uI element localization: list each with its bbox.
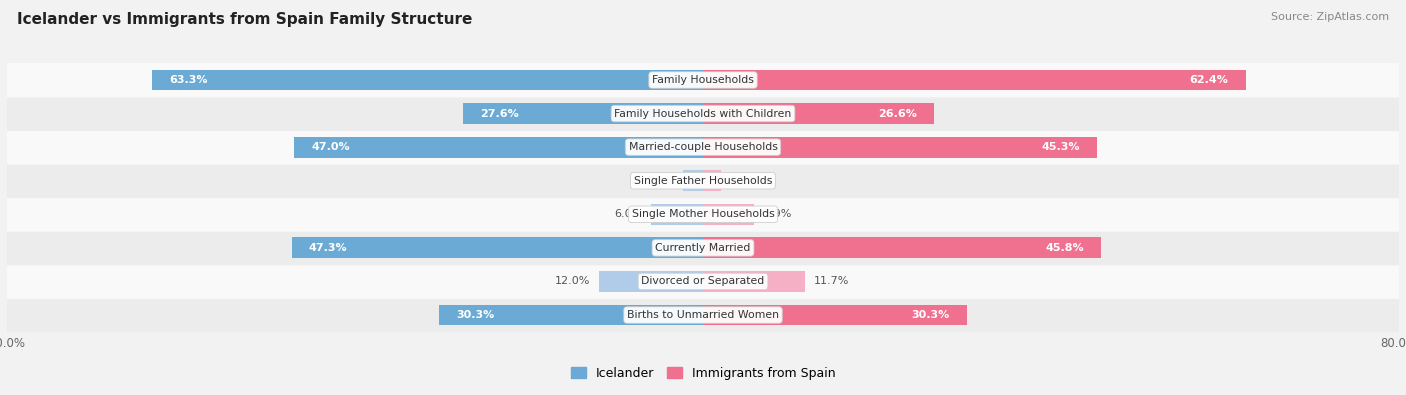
FancyBboxPatch shape bbox=[7, 197, 1399, 232]
FancyBboxPatch shape bbox=[7, 96, 1399, 131]
Text: Divorced or Separated: Divorced or Separated bbox=[641, 276, 765, 286]
Text: 30.3%: 30.3% bbox=[911, 310, 949, 320]
Text: 63.3%: 63.3% bbox=[170, 75, 208, 85]
Text: Married-couple Households: Married-couple Households bbox=[628, 142, 778, 152]
Text: 12.0%: 12.0% bbox=[554, 276, 591, 286]
Legend: Icelander, Immigrants from Spain: Icelander, Immigrants from Spain bbox=[565, 362, 841, 385]
Text: 45.3%: 45.3% bbox=[1042, 142, 1080, 152]
FancyBboxPatch shape bbox=[7, 163, 1399, 198]
Text: 47.0%: 47.0% bbox=[312, 142, 350, 152]
Bar bbox=[291, 237, 703, 258]
Text: Births to Unmarried Women: Births to Unmarried Women bbox=[627, 310, 779, 320]
FancyBboxPatch shape bbox=[7, 297, 1399, 333]
Bar bbox=[463, 103, 703, 124]
Text: 2.3%: 2.3% bbox=[645, 176, 675, 186]
Text: 30.3%: 30.3% bbox=[457, 310, 495, 320]
Text: Family Households: Family Households bbox=[652, 75, 754, 85]
Text: 47.3%: 47.3% bbox=[309, 243, 347, 253]
Bar bbox=[703, 103, 935, 124]
Text: 26.6%: 26.6% bbox=[879, 109, 917, 118]
Bar bbox=[152, 70, 703, 90]
Bar bbox=[703, 137, 1097, 158]
Text: Currently Married: Currently Married bbox=[655, 243, 751, 253]
Bar bbox=[294, 137, 703, 158]
Text: 45.8%: 45.8% bbox=[1046, 243, 1084, 253]
FancyBboxPatch shape bbox=[7, 230, 1399, 265]
Text: 62.4%: 62.4% bbox=[1189, 75, 1229, 85]
Bar bbox=[440, 305, 703, 325]
Text: 5.9%: 5.9% bbox=[763, 209, 792, 219]
Text: Icelander vs Immigrants from Spain Family Structure: Icelander vs Immigrants from Spain Famil… bbox=[17, 12, 472, 27]
Bar bbox=[703, 204, 755, 225]
Text: 11.7%: 11.7% bbox=[814, 276, 849, 286]
Bar bbox=[703, 170, 721, 191]
FancyBboxPatch shape bbox=[7, 130, 1399, 165]
Bar bbox=[703, 271, 804, 292]
FancyBboxPatch shape bbox=[7, 264, 1399, 299]
Bar bbox=[651, 204, 703, 225]
Text: Single Mother Households: Single Mother Households bbox=[631, 209, 775, 219]
Text: 6.0%: 6.0% bbox=[614, 209, 643, 219]
Bar bbox=[599, 271, 703, 292]
FancyBboxPatch shape bbox=[7, 62, 1399, 98]
Bar bbox=[703, 305, 966, 325]
Text: 27.6%: 27.6% bbox=[481, 109, 519, 118]
Text: Family Households with Children: Family Households with Children bbox=[614, 109, 792, 118]
Text: Single Father Households: Single Father Households bbox=[634, 176, 772, 186]
Bar bbox=[703, 237, 1101, 258]
Bar bbox=[683, 170, 703, 191]
Bar bbox=[703, 70, 1246, 90]
Text: 2.1%: 2.1% bbox=[730, 176, 758, 186]
Text: Source: ZipAtlas.com: Source: ZipAtlas.com bbox=[1271, 12, 1389, 22]
